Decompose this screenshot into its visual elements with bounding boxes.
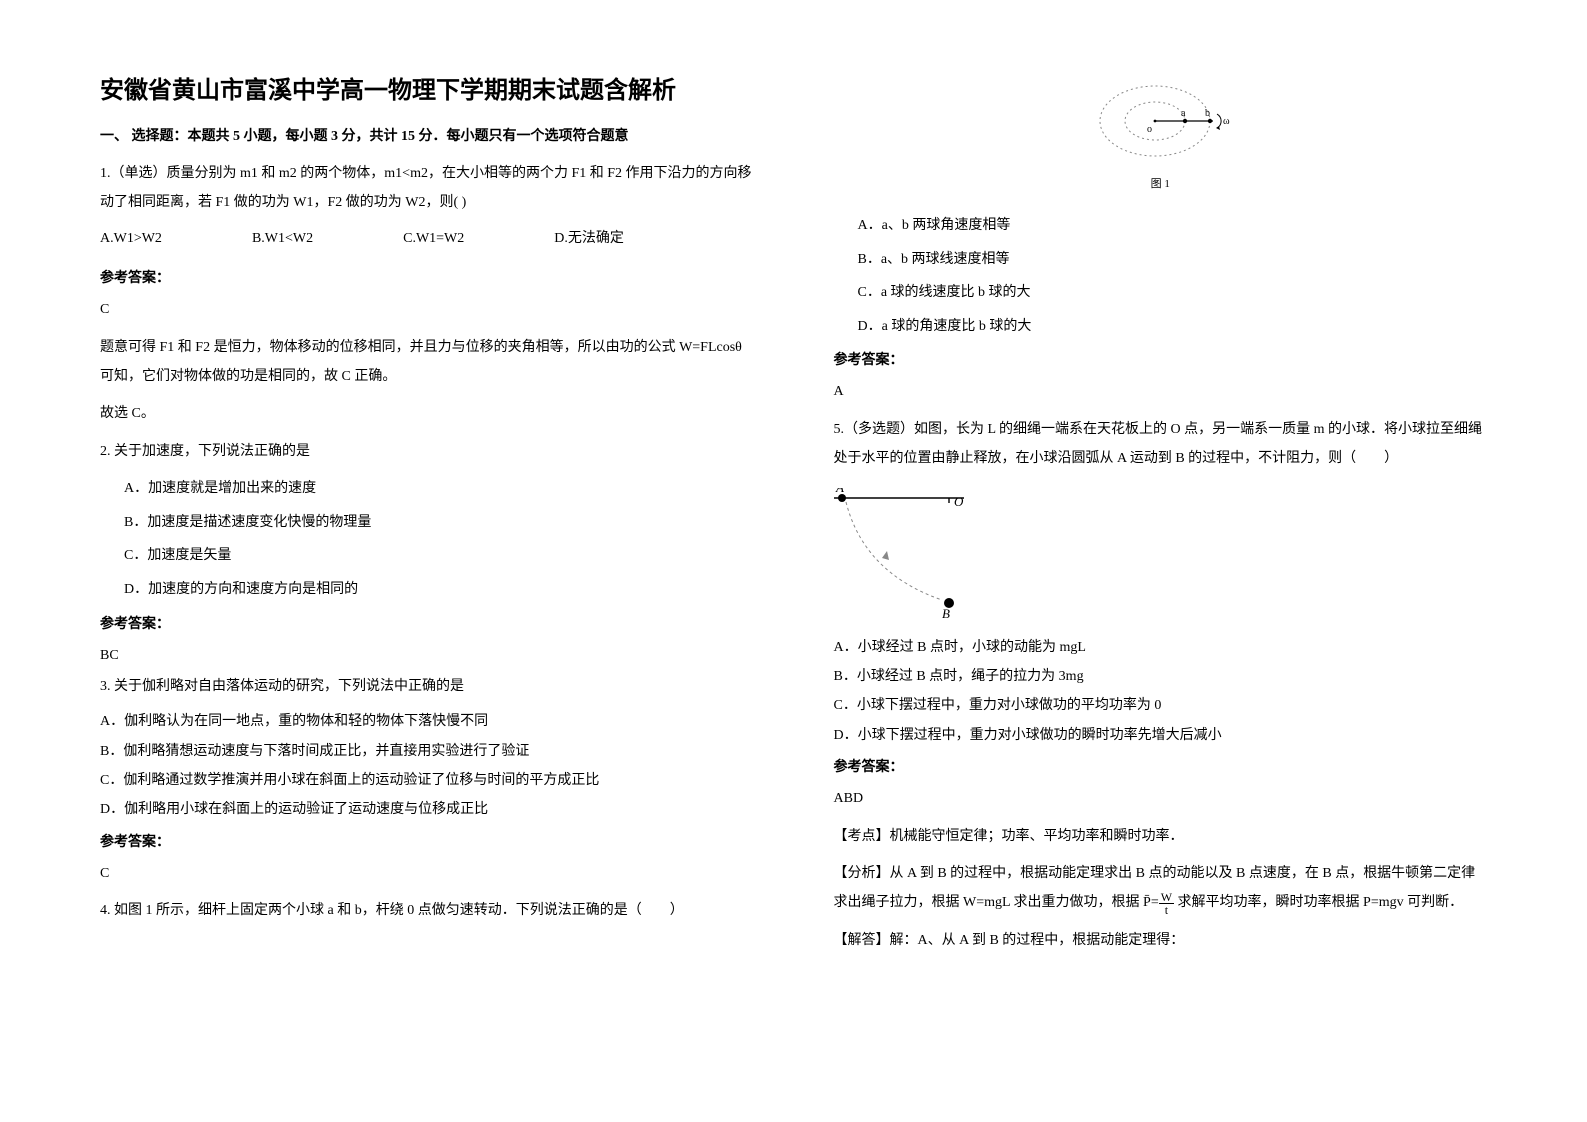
svg-text:a: a <box>1181 108 1186 119</box>
q5-explain1: 【考点】机械能守恒定律；功率、平均功率和瞬时功率． <box>834 822 1488 851</box>
q3-answer: C <box>100 859 754 888</box>
q4-figure: o a b ω 图 1 <box>834 76 1488 191</box>
q1-explain2: 故选 C。 <box>100 399 754 428</box>
q1-opt-a: A.W1>W2 <box>100 224 162 253</box>
section-header: 一、 选择题：本题共 5 小题，每小题 3 分，共计 15 分．每小题只有一个选… <box>100 125 754 145</box>
q3-opt-a: A．伽利略认为在同一地点，重的物体和轻的物体下落快慢不同 <box>100 707 754 736</box>
rod-diagram-icon: o a b ω <box>1085 76 1235 166</box>
q1-explain1: 题意可得 F1 和 F2 是恒力，物体移动的位移相同，并且力与位移的夹角相等，所… <box>100 333 754 392</box>
q3-opt-b: B．伽利略猜想运动速度与下落时间成正比，并直接用实验进行了验证 <box>100 737 754 766</box>
q5-opt-b: B．小球经过 B 点时，绳子的拉力为 3mg <box>834 662 1488 691</box>
q2-opt-d: D．加速度的方向和速度方向是相同的 <box>100 573 754 607</box>
q3-opt-c: C．伽利略通过数学推演并用小球在斜面上的运动验证了位移与时间的平方成正比 <box>100 766 754 795</box>
formula-avg-power: P̄=Wt <box>1143 888 1174 917</box>
q1-options: A.W1>W2 B.W1<W2 C.W1=W2 D.无法确定 <box>100 224 754 253</box>
q5-explain3: 【解答】解：A、从 A 到 B 的过程中，根据动能定理得： <box>834 926 1488 955</box>
q4-figure-caption: 图 1 <box>834 175 1488 191</box>
svg-text:ω: ω <box>1223 116 1230 127</box>
q4-opt-d: D．a 球的角速度比 b 球的大 <box>834 310 1488 344</box>
q3-answer-label: 参考答案： <box>100 831 754 851</box>
q4-answer: A <box>834 377 1488 406</box>
q5-text: 5.（多选题）如图，长为 L 的细绳一端系在天花板上的 O 点，另一端系一质量 … <box>834 415 1488 474</box>
page-title: 安徽省黄山市富溪中学高一物理下学期期末试题含解析 <box>100 70 754 105</box>
svg-text:O: O <box>954 494 964 509</box>
q1-opt-c: C.W1=W2 <box>403 224 464 253</box>
q5-answer: ABD <box>834 784 1488 813</box>
q1-opt-d: D.无法确定 <box>554 224 624 253</box>
q5-opt-a: A．小球经过 B 点时，小球的动能为 mgL <box>834 633 1488 662</box>
q4-opt-c: C．a 球的线速度比 b 球的大 <box>834 276 1488 310</box>
q2-opt-b: B．加速度是描述速度变化快慢的物理量 <box>100 506 754 540</box>
q3-opt-d: D．伽利略用小球在斜面上的运动验证了运动速度与位移成正比 <box>100 795 754 824</box>
q1-text: 1.（单选）质量分别为 m1 和 m2 的两个物体，m1<m2，在大小相等的两个… <box>100 159 754 218</box>
q1-answer: C <box>100 295 754 324</box>
pendulum-diagram-icon: O A B <box>834 488 994 618</box>
q5-explain2-part2: 求解平均功率，瞬时功率根据 P=mgv 可判断． <box>1178 895 1464 910</box>
left-column: 安徽省黄山市富溪中学高一物理下学期期末试题含解析 一、 选择题：本题共 5 小题… <box>100 70 754 1082</box>
q1-opt-b: B.W1<W2 <box>252 224 313 253</box>
q5-answer-label: 参考答案： <box>834 756 1488 776</box>
svg-text:o: o <box>1147 124 1152 135</box>
q2-answer: BC <box>100 641 754 670</box>
q2-answer-label: 参考答案： <box>100 613 754 633</box>
q4-answer-label: 参考答案： <box>834 349 1488 369</box>
q5-opt-d: D．小球下摆过程中，重力对小球做功的瞬时功率先增大后减小 <box>834 721 1488 750</box>
svg-text:b: b <box>1205 108 1210 119</box>
q5-explain2: 【分析】从 A 到 B 的过程中，根据动能定理求出 B 点的动能以及 B 点速度… <box>834 859 1488 918</box>
q5-figure: O A B <box>834 488 1488 623</box>
q5-opt-c: C．小球下摆过程中，重力对小球做功的平均功率为 0 <box>834 691 1488 720</box>
q3-text: 3. 关于伽利略对自由落体运动的研究，下列说法中正确的是 <box>100 672 754 701</box>
q2-text: 2. 关于加速度，下列说法正确的是 <box>100 437 754 466</box>
svg-text:A: A <box>835 488 844 495</box>
right-column: o a b ω 图 1 A．a、b 两球角速度相等 B．a、b 两球线速度相等 … <box>834 70 1488 1082</box>
q2-opt-a: A．加速度就是增加出来的速度 <box>100 472 754 506</box>
q4-opt-a: A．a、b 两球角速度相等 <box>834 209 1488 243</box>
q1-answer-label: 参考答案： <box>100 267 754 287</box>
q4-text: 4. 如图 1 所示，细杆上固定两个小球 a 和 b，杆绕 0 点做匀速转动．下… <box>100 896 754 925</box>
q2-opt-c: C．加速度是矢量 <box>100 539 754 573</box>
svg-text:B: B <box>942 606 950 618</box>
q4-opt-b: B．a、b 两球线速度相等 <box>834 243 1488 277</box>
